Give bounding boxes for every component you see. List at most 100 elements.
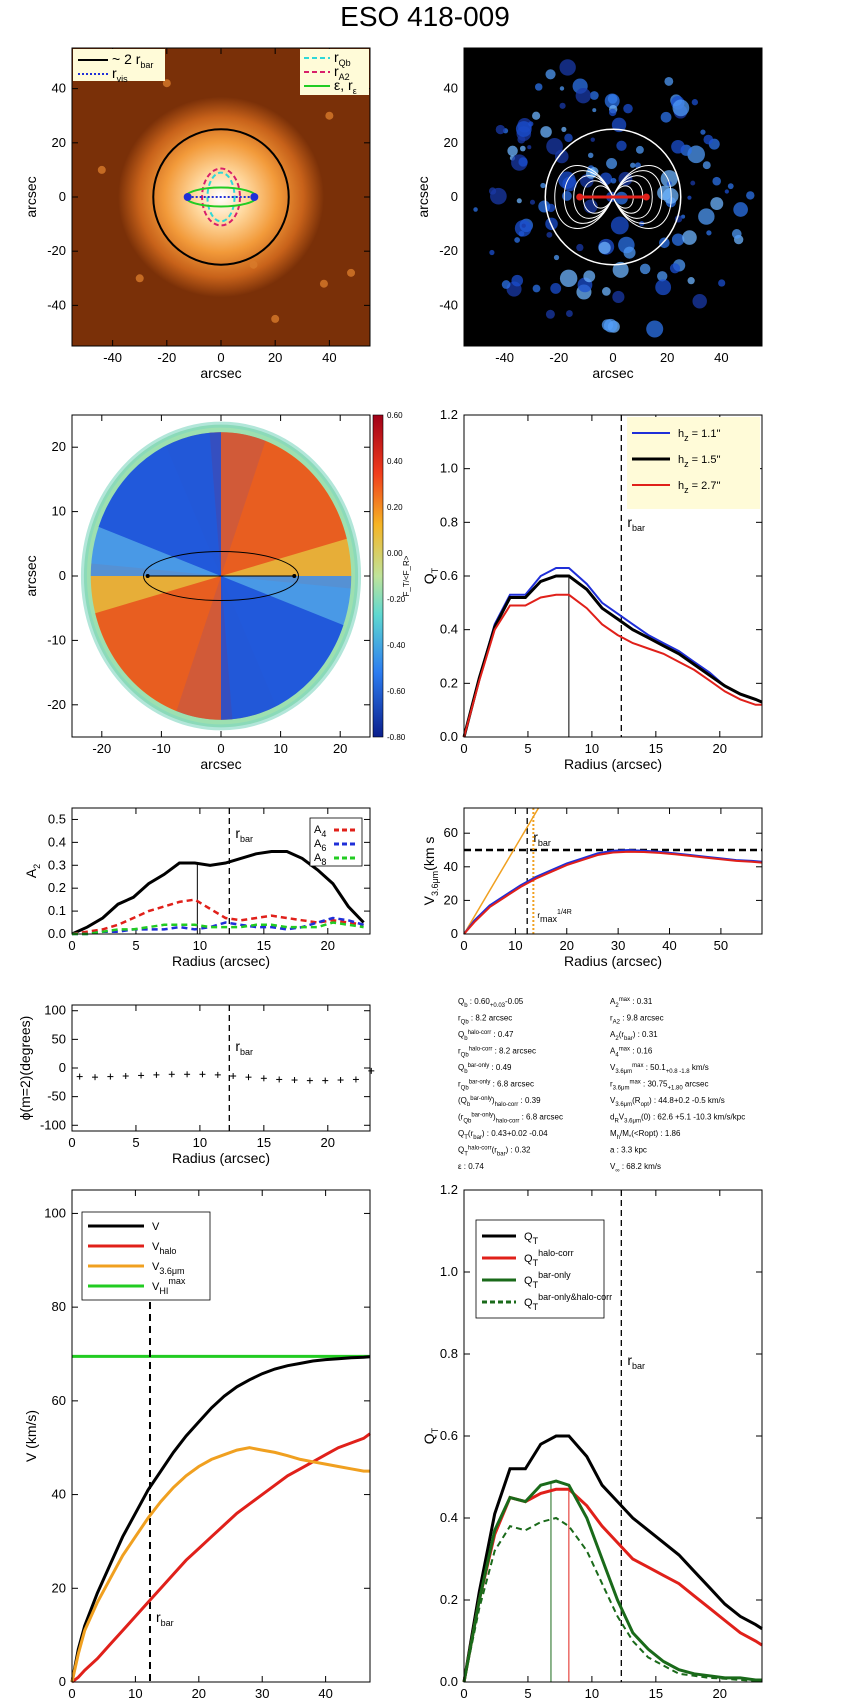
image-blob xyxy=(606,157,618,169)
legend-item: A8 xyxy=(314,852,326,867)
legend-item: A6 xyxy=(314,838,326,853)
image-blob xyxy=(712,176,721,186)
bar-end-marker xyxy=(292,574,297,578)
phase-point xyxy=(168,1071,175,1078)
image-blob xyxy=(576,243,584,252)
image-blob xyxy=(672,99,690,117)
image-blob xyxy=(690,180,696,186)
map-wedge xyxy=(221,576,344,720)
rbar-label-sub: bar xyxy=(240,834,253,844)
parameter-row: A4max : 0.16 xyxy=(610,1047,653,1059)
colorbar xyxy=(372,414,384,738)
y-tick-label: 0.0 xyxy=(440,729,458,744)
parameter-row-part: bar xyxy=(624,1036,633,1042)
parameter-row-part: bar-only xyxy=(469,1080,491,1086)
x-tick-label: 0 xyxy=(217,350,224,365)
image-blob xyxy=(687,277,695,285)
legend-item-base: A xyxy=(314,824,322,836)
x-tick-label: 10 xyxy=(193,1135,207,1150)
rbar-label: rbar xyxy=(156,1609,174,1628)
parameter-row-part: b xyxy=(464,1036,468,1042)
y-tick-label: 0.8 xyxy=(440,1346,458,1361)
parameter-row-part: T xyxy=(464,1135,468,1141)
image-blob xyxy=(698,208,715,225)
y-tick-label: 0.5 xyxy=(48,811,66,826)
phase-point xyxy=(322,1077,329,1084)
image-blob xyxy=(659,237,670,249)
parameter-row-part: : 6.8 arcsec xyxy=(490,1080,534,1089)
rbar-label: rbar xyxy=(235,825,253,844)
image-blob xyxy=(635,145,644,154)
parameter-row-part: r xyxy=(458,1014,461,1023)
panel-qt-profile: 0 5 10 15 20 0.0 0.2 0.4 0.6 0.8 1.0 1.2 Radius (arc… xyxy=(421,407,763,772)
image-blob xyxy=(623,103,633,114)
image-blob xyxy=(529,199,536,205)
image-blob xyxy=(518,157,528,167)
image-blob xyxy=(612,290,625,304)
parameter-row-part: Q xyxy=(458,1129,464,1138)
parameter-row-part: (r xyxy=(492,1146,498,1155)
x-tick-label: 15 xyxy=(649,741,663,756)
image-blob xyxy=(646,320,664,338)
legend-item: rvis xyxy=(112,65,128,84)
legend-item: hz = 2.7'' xyxy=(678,480,721,495)
legend-item-sub: A2 xyxy=(339,72,350,82)
parameter-row-part: halo-corr xyxy=(495,1102,519,1108)
panel-fourier-amplitudes: 0 5 10 15 200.00.10.20.30.40.5rbarA4A6A8A2Ra… xyxy=(23,807,371,969)
legend-item-sub: 6 xyxy=(321,843,326,853)
legend-item-sub: halo xyxy=(159,1246,176,1256)
image-blob xyxy=(519,145,526,152)
parameter-row-part: max xyxy=(619,997,630,1003)
image-blob xyxy=(559,102,566,109)
x-tick-label: 40 xyxy=(322,350,336,365)
velocity-component xyxy=(70,1355,371,1683)
parameter-row-part: : 30.75 xyxy=(641,1080,668,1089)
image-blob xyxy=(516,198,522,204)
legend-item-base: V xyxy=(152,1281,160,1293)
fourier-series xyxy=(71,898,364,936)
y-axis-label-base: arcsec xyxy=(23,176,39,217)
y-tick-label: 20 xyxy=(444,135,458,150)
parameter-row-part: (r xyxy=(619,1030,625,1039)
plot-frame xyxy=(463,47,763,347)
x-tick-label: 5 xyxy=(524,1686,531,1700)
legend-item: Vhalo xyxy=(152,1241,176,1256)
x-tick-label: 0 xyxy=(68,1686,75,1700)
x-tick-label: 20 xyxy=(560,938,574,953)
parameter-row-part: km/s xyxy=(690,1063,709,1072)
parameter-row: V∞ : 68.2 km/s xyxy=(610,1162,661,1174)
parameter-row-part: Q xyxy=(458,1030,464,1039)
y-tick-label: 0.0 xyxy=(48,926,66,941)
parameter-row-part: halo-corr xyxy=(468,1146,492,1152)
y-tick-label: 0 xyxy=(59,1060,66,1075)
parameter-row-part: A2 xyxy=(613,1020,621,1026)
y-tick-label: 50 xyxy=(52,1031,66,1046)
legend-item-base: h xyxy=(678,428,684,440)
velocity-series xyxy=(463,850,763,935)
image-blob xyxy=(514,237,520,243)
rqb-ellipse xyxy=(206,171,236,223)
y-tick-label: 1.2 xyxy=(440,407,458,422)
parameter-row-part: : 0.60 xyxy=(468,997,491,1006)
image-blob xyxy=(564,133,573,143)
parameter-row-part: +0.2 -0.5 km/s xyxy=(674,1096,725,1105)
legend-item: ε, rε xyxy=(334,77,357,96)
torque-contour xyxy=(563,170,614,224)
phase-point xyxy=(352,1076,359,1083)
parameter-row: dRV3.6μm(0) : 62.6 +5.1 -10.3 km/s/kpc xyxy=(610,1113,745,1125)
x-tick-label: 0 xyxy=(460,938,467,953)
x-tick-label: 0 xyxy=(460,741,467,756)
phase-point xyxy=(276,1076,283,1083)
image-blob xyxy=(534,83,543,91)
bar-end-marker xyxy=(642,193,650,201)
image-blob xyxy=(583,270,596,283)
image-blob xyxy=(733,202,748,217)
legend-item: V xyxy=(152,1221,160,1233)
y-tick-label: 0.8 xyxy=(440,514,458,529)
parameter-row-part: +0.03 xyxy=(490,1003,506,1009)
image-blob xyxy=(271,314,280,323)
x-tick-label: 20 xyxy=(321,938,335,953)
legend-item-value: = 1.5'' xyxy=(689,454,721,466)
torque-contour xyxy=(554,165,614,229)
torque-contour xyxy=(612,175,653,219)
